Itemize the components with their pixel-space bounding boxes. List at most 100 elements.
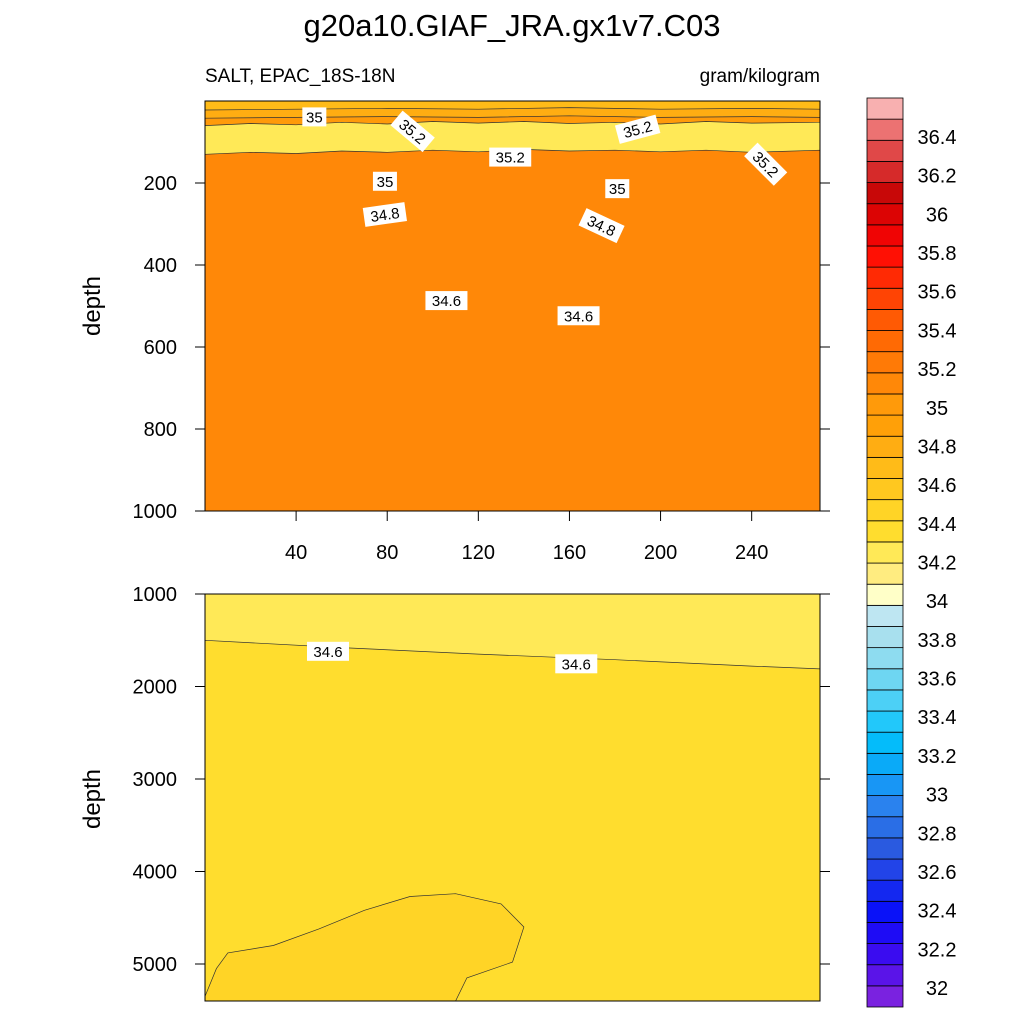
contour-label: 35.2 <box>614 114 661 144</box>
x-tick-label: 200 <box>644 542 677 564</box>
contour-label: 35 <box>372 171 397 191</box>
colorbar-swatch <box>866 964 904 987</box>
x-tick-label: 240 <box>735 542 768 564</box>
contour-label: 34.6 <box>557 306 600 326</box>
colorbar-swatch <box>866 858 904 881</box>
y-tick-label: 4000 <box>133 862 178 884</box>
plot-frame <box>204 593 821 1002</box>
y-tick-label: 400 <box>144 255 177 277</box>
colorbar-label: 34.2 <box>918 553 957 575</box>
colorbar-label: 32.4 <box>918 901 957 923</box>
x-tick-label: 120 <box>462 542 495 564</box>
svg-text:35.2: 35.2 <box>496 150 525 167</box>
contour-band <box>205 101 820 111</box>
colorbar-label: 35.4 <box>918 320 957 342</box>
colorbar-swatch <box>866 351 904 374</box>
colorbar-label: 33.2 <box>918 746 957 768</box>
colorbar-label: 32 <box>926 978 948 1000</box>
colorbar-swatch <box>866 520 904 543</box>
colorbar-swatch <box>866 731 904 754</box>
colorbar-swatch <box>866 774 904 797</box>
colorbar-swatch <box>866 541 904 564</box>
colorbar-label: 36 <box>926 204 948 226</box>
svg-text:35: 35 <box>609 181 626 198</box>
colorbar-label: 33 <box>926 785 948 807</box>
contour-band <box>205 893 525 1001</box>
y-tick-label: 1000 <box>133 501 178 523</box>
colorbar-label: 35 <box>926 398 948 420</box>
panel1-ylabel: depth <box>79 276 106 336</box>
colorbar-label: 33.4 <box>918 707 957 729</box>
colorbar-label: 34.6 <box>918 475 957 497</box>
colorbar-label: 35.6 <box>918 282 957 304</box>
panel1-variable-label: SALT, EPAC_18S-18N <box>205 66 395 87</box>
colorbar-swatch <box>866 118 904 141</box>
svg-text:35: 35 <box>306 109 323 126</box>
colorbar-swatch <box>866 668 904 691</box>
x-tick-label: 160 <box>553 542 586 564</box>
svg-text:34.6: 34.6 <box>562 656 591 673</box>
colorbar-label: 32.2 <box>918 939 957 961</box>
colorbar-label: 32.6 <box>918 862 957 884</box>
contour-label: 34.6 <box>307 641 349 661</box>
colorbar-swatch <box>866 161 904 183</box>
colorbar-swatch <box>866 224 904 247</box>
colorbar-swatch <box>866 203 904 226</box>
svg-text:34.6: 34.6 <box>564 308 593 325</box>
contour-label: 35 <box>302 107 327 127</box>
colorbar-swatch <box>866 604 904 627</box>
colorbar-swatch <box>866 900 904 923</box>
colorbar-swatch <box>866 879 904 902</box>
figure-title: g20a10.GIAF_JRA.gx1v7.C03 <box>303 8 720 43</box>
colorbar-swatch <box>866 287 904 310</box>
colorbar-swatch <box>866 837 904 860</box>
colorbar-label: 34.4 <box>918 514 957 536</box>
colorbar-label: 33.6 <box>918 669 957 691</box>
colorbar-swatch <box>866 435 904 458</box>
colorbar-swatch <box>866 795 904 818</box>
contour-band <box>205 149 820 511</box>
colorbar-label: 35.8 <box>918 243 957 265</box>
svg-text:34.8: 34.8 <box>369 205 400 226</box>
contour-label: 35 <box>605 179 630 199</box>
svg-text:35.2: 35.2 <box>622 118 655 142</box>
contour-band <box>205 639 820 1001</box>
colorbar-swatch <box>866 689 904 712</box>
colorbar-swatch <box>866 245 904 268</box>
panel1-contour-plot: 200 400 600 800 1000 40 80 120 160 200 240 35 35.2 35… <box>133 100 830 564</box>
colorbar-swatch <box>866 414 904 437</box>
colorbar-swatch <box>866 139 904 162</box>
colorbar-label: 34.8 <box>918 436 957 458</box>
panel2-ylabel: depth <box>79 769 106 829</box>
contour-label: 34.8 <box>362 202 407 227</box>
colorbar-swatch <box>866 393 904 416</box>
colorbar-swatch <box>866 583 904 606</box>
y-tick-label: 200 <box>144 173 177 195</box>
colorbar: 36.4 36.2 36 35.8 35.6 35.4 35.2 35 34.8 34.6 34.4… <box>866 97 957 1008</box>
x-tick-label: 80 <box>376 542 398 564</box>
panel1-units-label: gram/kilogram <box>700 66 820 87</box>
colorbar-swatch <box>866 985 904 1008</box>
colorbar-swatch <box>866 562 904 585</box>
colorbar-label: 32.8 <box>918 823 957 845</box>
svg-text:35: 35 <box>377 174 394 191</box>
colorbar-label: 36.4 <box>918 127 957 149</box>
y-tick-label: 2000 <box>133 677 178 699</box>
x-tick-label: 40 <box>285 542 307 564</box>
colorbar-swatch <box>866 372 904 395</box>
y-tick-label: 3000 <box>133 769 178 791</box>
panel2-contour-plot: 1000 2000 3000 4000 5000 34.6 34.6 <box>133 584 830 1002</box>
colorbar-swatch <box>866 456 904 479</box>
colorbar-swatch <box>866 752 904 775</box>
plot-frame <box>204 100 821 512</box>
colorbar-swatch <box>866 478 904 501</box>
colorbar-swatch <box>866 182 904 205</box>
colorbar-swatch <box>866 626 904 649</box>
colorbar-swatch <box>866 922 904 944</box>
svg-text:34.6: 34.6 <box>432 293 461 310</box>
colorbar-swatch <box>866 710 904 733</box>
y-tick-label: 1000 <box>133 584 178 606</box>
colorbar-swatch <box>866 816 904 839</box>
contour-label: 34.6 <box>555 654 598 674</box>
